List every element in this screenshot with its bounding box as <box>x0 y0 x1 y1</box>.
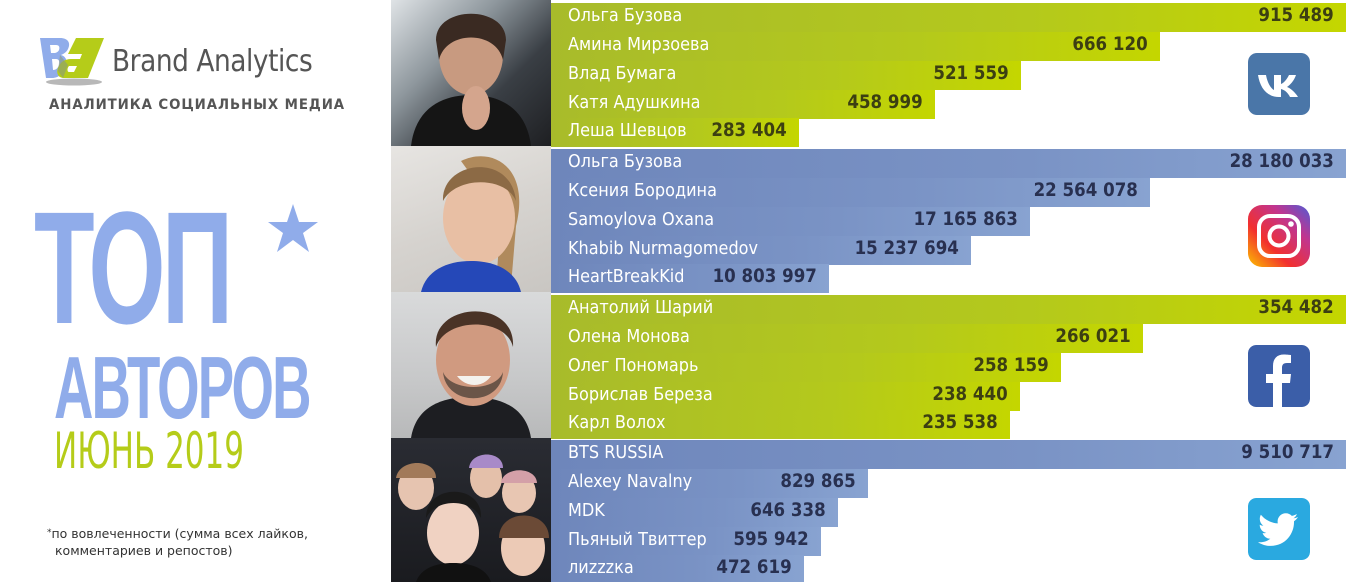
brand-analytics-logo-icon <box>40 38 104 86</box>
author-name: Khabib Nurmagomedov <box>568 239 759 259</box>
bar-row: лиzzzка 472 619 <box>551 555 804 582</box>
bar-row: HeartBreakKid 10 803 997 <box>551 264 829 293</box>
title-period: ИЮНЬ 2019 <box>54 422 244 480</box>
bar-row: Samoylova Oxana 17 165 863 <box>551 207 1030 236</box>
author-value: 258 159 <box>973 355 1049 376</box>
author-value: 666 120 <box>1072 34 1148 55</box>
author-name: Борислав Береза <box>568 385 713 405</box>
bar-row: Катя Адушкина 458 999 <box>551 90 935 119</box>
bar-row: Олег Пономарь 258 159 <box>551 353 1061 382</box>
title-authors: АВТОРОВ <box>54 338 311 437</box>
author-value: 915 489 <box>1258 5 1334 26</box>
portrait-icon <box>421 156 521 292</box>
bar-row: Борислав Береза 238 440 <box>551 382 1020 411</box>
author-name: Ксения Бородина <box>568 181 717 201</box>
author-name: Олег Пономарь <box>568 356 699 376</box>
author-name: Ольга Бузова <box>568 152 683 172</box>
bar-list-twitter: BTS RUSSIA 9 510 717 Alexey Navalny 829 … <box>551 438 1347 582</box>
section-instagram: Ольга Бузова 28 180 033 Ксения Бородина … <box>391 146 1347 293</box>
footnote-line2: комментариев и репостов) <box>55 543 233 558</box>
left-panel: Brand Analytics АНАЛИТИКА СОЦИАЛЬНЫХ МЕД… <box>0 0 391 582</box>
bar-list-instagram: Ольга Бузова 28 180 033 Ксения Бородина … <box>551 146 1347 293</box>
title-top: ТОП <box>34 178 233 357</box>
bar-list-facebook: Анатолий Шарий 354 482 Олена Монова 266 … <box>551 292 1347 439</box>
author-name: BTS RUSSIA <box>568 443 664 463</box>
bar-row: Анатолий Шарий 354 482 <box>551 295 1346 324</box>
author-name: Пьяный Твиттер <box>568 530 707 550</box>
author-value: 458 999 <box>847 92 923 113</box>
author-photo-vk <box>391 0 551 146</box>
author-value: 829 865 <box>780 471 856 492</box>
author-name: Карл Волох <box>568 413 666 433</box>
author-name: Ольга Бузова <box>568 6 683 26</box>
bar-row: Ольга Бузова 915 489 <box>551 3 1346 32</box>
bar-row: Пьяный Твиттер 595 942 <box>551 527 821 556</box>
author-value: 595 942 <box>733 529 809 550</box>
author-photo-instagram <box>391 146 551 292</box>
bar-row: Амина Мирзоева 666 120 <box>551 32 1160 61</box>
author-value: 521 559 <box>933 63 1009 84</box>
bar-row: Ольга Бузова 28 180 033 <box>551 149 1346 178</box>
author-photo-facebook <box>391 292 551 438</box>
portrait-icon <box>411 311 531 438</box>
bar-row: Олена Монова 266 021 <box>551 324 1143 353</box>
author-name: HeartBreakKid <box>568 267 685 287</box>
author-name: Samoylova Oxana <box>568 210 715 230</box>
bar-row: BTS RUSSIA 9 510 717 <box>551 440 1346 469</box>
author-value: 646 338 <box>750 500 826 521</box>
section-facebook: Анатолий Шарий 354 482 Олена Монова 266 … <box>391 292 1347 439</box>
bar-row: Влад Бумага 521 559 <box>551 61 1021 90</box>
star-icon <box>268 204 318 252</box>
twitter-icon[interactable] <box>1248 498 1310 560</box>
facebook-icon[interactable] <box>1248 345 1310 407</box>
author-value: 15 237 694 <box>854 238 959 259</box>
author-value: 472 619 <box>716 557 792 578</box>
author-name: лиzzzка <box>568 558 634 578</box>
author-name: Олена Монова <box>568 327 690 347</box>
author-name: Амина Мирзоева <box>568 35 710 55</box>
author-name: Леша Шевцов <box>568 121 687 141</box>
footnote: *по вовлеченности (сумма всех лайков, ко… <box>47 525 308 559</box>
footnote-line1: по вовлеченности (сумма всех лайков, <box>51 526 308 541</box>
author-name: Анатолий Шарий <box>568 298 714 318</box>
author-value: 17 165 863 <box>913 209 1018 230</box>
author-value: 9 510 717 <box>1241 442 1334 463</box>
author-value: 10 803 997 <box>712 266 817 287</box>
author-value: 354 482 <box>1258 297 1334 318</box>
author-value: 266 021 <box>1055 326 1131 347</box>
author-value: 283 404 <box>711 120 787 141</box>
vk-icon[interactable] <box>1248 53 1310 115</box>
section-vk: Ольга Бузова 915 489 Амина Мирзоева 666 … <box>391 0 1347 147</box>
bar-row: Khabib Nurmagomedov 15 237 694 <box>551 236 971 265</box>
bar-row: Ксения Бородина 22 564 078 <box>551 178 1150 207</box>
section-twitter: BTS RUSSIA 9 510 717 Alexey Navalny 829 … <box>391 438 1347 582</box>
author-value: 235 538 <box>922 412 998 433</box>
brand-name: Brand Analytics <box>112 44 313 79</box>
brand-subtitle: АНАЛИТИКА СОЦИАЛЬНЫХ МЕДИА <box>49 97 346 113</box>
bar-row: MDK 646 338 <box>551 498 838 527</box>
portrait-icon <box>411 13 531 146</box>
author-name: Влад Бумага <box>568 64 677 84</box>
instagram-icon[interactable] <box>1248 205 1310 267</box>
footnote-asterisk: * <box>47 528 52 538</box>
bar-row: Карл Волох 235 538 <box>551 410 1010 439</box>
bar-row: Леша Шевцов 283 404 <box>551 118 799 147</box>
author-value: 238 440 <box>932 384 1008 405</box>
author-value: 28 180 033 <box>1229 151 1334 172</box>
author-name: Alexey Navalny <box>568 472 693 492</box>
author-photo-twitter <box>391 438 551 582</box>
author-name: Катя Адушкина <box>568 93 701 113</box>
portrait-icon <box>396 454 549 582</box>
author-name: MDK <box>568 501 605 521</box>
author-value: 22 564 078 <box>1033 180 1138 201</box>
bar-list-vk: Ольга Бузова 915 489 Амина Мирзоева 666 … <box>551 0 1347 147</box>
bar-row: Alexey Navalny 829 865 <box>551 469 868 498</box>
